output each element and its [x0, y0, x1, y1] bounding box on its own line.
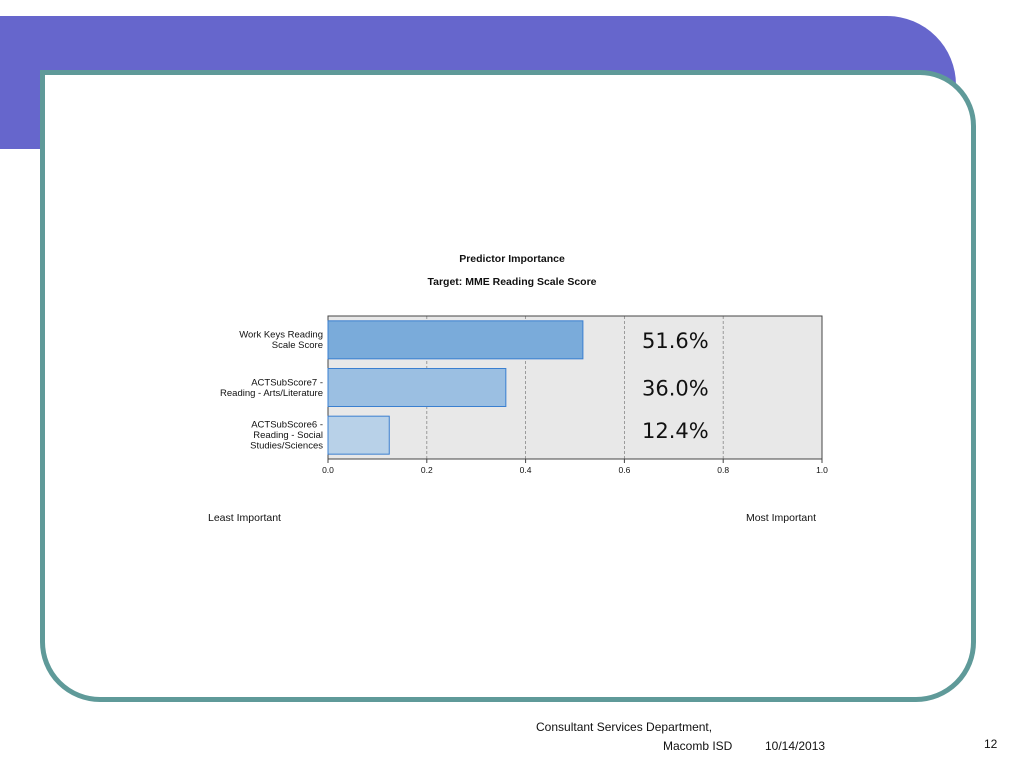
bar: [327, 368, 507, 407]
x-tick-label: 0.6: [618, 465, 630, 475]
x-tick-label: 1.0: [816, 465, 828, 475]
category-label: Scale Score: [272, 340, 323, 351]
most-important-label: Most Important: [746, 512, 816, 524]
value-label: 36.0%: [642, 377, 709, 401]
bar: [327, 320, 584, 360]
category-label: ACTSubScore6 -: [251, 420, 323, 431]
category-label: Studies/Sciences: [250, 441, 323, 452]
x-tick-label: 0.0: [322, 465, 334, 475]
footer-date: 10/14/2013: [765, 739, 826, 753]
x-tick-label: 0.2: [421, 465, 433, 475]
value-label: 12.4%: [642, 419, 709, 443]
x-tick-label: 0.8: [717, 465, 729, 475]
chart-subtitle: Target: MME Reading Scale Score: [427, 276, 597, 288]
x-tick-label: 0.4: [520, 465, 532, 475]
category-label: Reading - Social: [253, 430, 323, 441]
footer-organization: Macomb ISD: [663, 739, 733, 753]
bar: [327, 415, 390, 455]
category-label: Reading - Arts/Literature: [220, 388, 323, 399]
least-important-label: Least Important: [208, 512, 281, 524]
category-label: Work Keys Reading: [239, 330, 323, 341]
chart-title: Predictor Importance: [459, 253, 565, 265]
category-label: ACTSubScore7 -: [251, 377, 323, 388]
footer-department: Consultant Services Department,: [536, 720, 713, 734]
value-label: 51.6%: [642, 329, 709, 353]
slide-number: 12: [984, 737, 998, 751]
